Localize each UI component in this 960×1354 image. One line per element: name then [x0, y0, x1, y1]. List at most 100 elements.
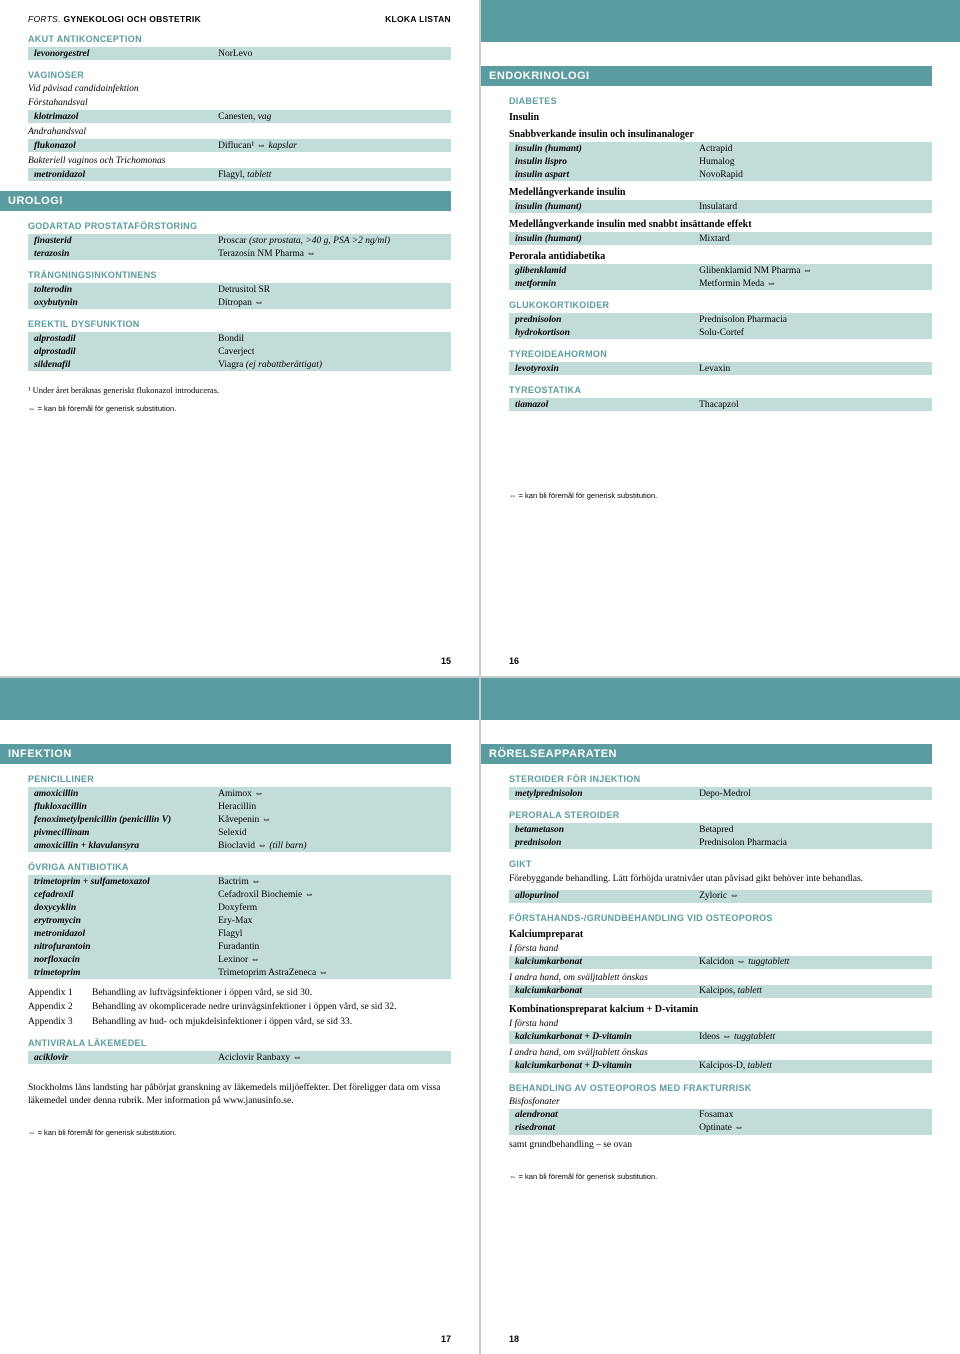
- drug-table: flukonazolDiflucan¹ ⇔ kapslar: [28, 139, 451, 152]
- subsection-title: DIABETES: [509, 96, 932, 106]
- subsubsection: Kalciumpreparat: [509, 929, 932, 940]
- substext: Vid påvisad candidainfektion: [28, 84, 451, 94]
- table-row: betametasonBetapred: [509, 823, 932, 836]
- table-row: trimetoprimTrimetoprim AstraZeneca ⇔: [28, 966, 451, 979]
- table-row: flukloxacillinHeracillin: [28, 800, 451, 813]
- page-18: RÖRELSEAPPARATEN STEROIDER FÖR INJEKTION…: [481, 678, 960, 1354]
- section-bar: ENDOKRINOLOGI: [481, 66, 932, 86]
- appendix-row: Appendix 3Behandling av hud- och mjukdel…: [28, 1016, 451, 1028]
- table-row: alprostadilCaverject: [28, 345, 451, 358]
- drug-table: amoxicillinAmimox ⇔ flukloxacillinHeraci…: [28, 787, 451, 852]
- drug-table: prednisolonPrednisolon Pharmacia hydroko…: [509, 313, 932, 339]
- subsection-title: GIKT: [509, 859, 932, 869]
- page-16: ENDOKRINOLOGI DIABETES Insulin Snabbverk…: [481, 0, 960, 676]
- table-row: kalciumkarbonat + D-vitaminIdeos ⇔ tuggt…: [509, 1031, 932, 1044]
- drug-table: aciklovirAciclovir Ranbaxy ⇔: [28, 1051, 451, 1064]
- substext: I första hand: [509, 1019, 932, 1029]
- subsubsection: Perorala antidiabetika: [509, 251, 932, 262]
- section-bar: UROLOGI: [0, 191, 451, 211]
- substext: Förstahandsval: [28, 98, 451, 108]
- drug-table: levonorgestrelNorLevo: [28, 47, 451, 60]
- table-row: glibenklamidGlibenklamid NM Pharma ⇔: [509, 264, 932, 277]
- table-row: tiamazolThacapzol: [509, 398, 932, 411]
- table-row: hydrokortisonSolu-Cortef: [509, 326, 932, 339]
- subsection-title: ANTIVIRALA LÄKEMEDEL: [28, 1038, 451, 1048]
- table-row: amoxicillin + klavulansyraBioclavid ⇔ (t…: [28, 839, 451, 852]
- table-row: insulin aspartNovoRapid: [509, 168, 932, 181]
- table-row: pivmecillinamSelexid: [28, 826, 451, 839]
- table-row: kalciumkarbonatKalcidon ⇔ tuggtablett: [509, 956, 932, 969]
- body-note: Stockholms läns landsting har påbörjat g…: [28, 1082, 451, 1108]
- table-row: klotrimazolCanesten, vag: [28, 110, 451, 123]
- drug-table: insulin (humant)Mixtard: [509, 232, 932, 245]
- subsection-title: ÖVRIGA ANTIBIOTIKA: [28, 862, 451, 872]
- teal-bar: [0, 678, 479, 720]
- table-row: nitrofurantoinFuradantin: [28, 940, 451, 953]
- footnote: ¹ Under året beräknas generiskt flukonaz…: [28, 385, 451, 396]
- table-row: kalciumkarbonat + D-vitaminKalcipos-D, t…: [509, 1060, 932, 1073]
- generic-note: ⇔ = kan bli föremål för generisk substit…: [509, 491, 932, 500]
- page-number: 15: [441, 656, 451, 666]
- table-row: amoxicillinAmimox ⇔: [28, 787, 451, 800]
- section-bar: RÖRELSEAPPARATEN: [481, 744, 932, 764]
- table-row: metronidazolFlagyl, tablett: [28, 168, 451, 181]
- drug-table: tiamazolThacapzol: [509, 398, 932, 411]
- substext: Andrahandsval: [28, 127, 451, 137]
- table-row: metforminMetformin Meda ⇔: [509, 277, 932, 290]
- subsection-title: FÖRSTAHANDS-/GRUNDBEHANDLING VID OSTEOPO…: [509, 913, 932, 923]
- subsubsection: Insulin: [509, 112, 932, 123]
- appendix-row: Appendix 1Behandling av luftvägsinfektio…: [28, 987, 451, 999]
- table-row: alendronatFosamax: [509, 1109, 932, 1122]
- teal-bar: [481, 678, 960, 720]
- header-right: KLOKA LISTAN: [385, 14, 451, 24]
- table-row: cefadroxilCefadroxil Biochemie ⇔: [28, 888, 451, 901]
- table-row: norfloxacinLexinor ⇔: [28, 953, 451, 966]
- subsubsection: Kombinationspreparat kalcium + D-vitamin: [509, 1004, 932, 1015]
- table-row: levonorgestrelNorLevo: [28, 47, 451, 60]
- table-row: metylprednisolonDepo-Medrol: [509, 787, 932, 800]
- generic-note: ⇔ = kan bli föremål för generisk substit…: [28, 1128, 451, 1137]
- page-number: 17: [441, 1334, 451, 1344]
- drug-table: alprostadilBondil alprostadilCaverject s…: [28, 332, 451, 371]
- drug-table: allopurinolZyloric ⇔: [509, 890, 932, 903]
- drug-table: betametasonBetapred prednisolonPrednisol…: [509, 823, 932, 849]
- page-number: 16: [509, 656, 519, 666]
- subsection-title: PERORALA STEROIDER: [509, 810, 932, 820]
- substext: I första hand: [509, 944, 932, 954]
- page-15: forts. GYNEKOLOGI OCH OBSTETRIK KLOKA LI…: [0, 0, 479, 676]
- table-row: insulin (humant)Mixtard: [509, 232, 932, 245]
- teal-bar: [481, 0, 960, 42]
- body-text: samt grundbehandling – se ovan: [509, 1139, 932, 1152]
- generic-note: ⇔ = kan bli föremål för generisk substit…: [28, 404, 451, 413]
- table-row: metronidazolFlagyl: [28, 927, 451, 940]
- generic-note: ⇔ = kan bli föremål för generisk substit…: [509, 1172, 932, 1181]
- subsection-title: TYREOIDEAHORMON: [509, 349, 932, 359]
- drug-table: kalciumkarbonat + D-vitaminKalcipos-D, t…: [509, 1060, 932, 1073]
- subsection-title: PENICILLINER: [28, 774, 451, 784]
- table-row: insulin (humant)Actrapid: [509, 142, 932, 155]
- subsubsection: Medellångverkande insulin med snabbt ins…: [509, 219, 932, 230]
- drug-table: trimetoprim + sulfametoxazolBactrim ⇔ ce…: [28, 875, 451, 979]
- section-bar: INFEKTION: [0, 744, 451, 764]
- table-row: finasteridProscar (stor prostata, >40 g,…: [28, 234, 451, 247]
- subsection-title: GLUKOKORTIKOIDER: [509, 300, 932, 310]
- subsection-title: TYREOSTATIKA: [509, 385, 932, 395]
- table-row: insulin (humant)Insulatard: [509, 200, 932, 213]
- page-grid: forts. GYNEKOLOGI OCH OBSTETRIK KLOKA LI…: [0, 0, 960, 1354]
- subsection-title: STEROIDER FÖR INJEKTION: [509, 774, 932, 784]
- subsection-title: VAGINOSER: [28, 70, 451, 80]
- drug-table: tolterodinDetrusitol SR oxybutyninDitrop…: [28, 283, 451, 309]
- drug-table: finasteridProscar (stor prostata, >40 g,…: [28, 234, 451, 260]
- drug-table: levotyroxinLevaxin: [509, 362, 932, 375]
- subsubsection: Snabbverkande insulin och insulinanaloge…: [509, 129, 932, 140]
- table-row: prednisolonPrednisolon Pharmacia: [509, 313, 932, 326]
- page-17: INFEKTION PENICILLINER amoxicillinAmimox…: [0, 678, 479, 1354]
- table-row: erytromycinEry-Max: [28, 914, 451, 927]
- subsection-title: TRÄNGNINGSINKONTINENS: [28, 270, 451, 280]
- drug-table: kalciumkarbonatKalcipos, tablett: [509, 985, 932, 998]
- table-row: flukonazolDiflucan¹ ⇔ kapslar: [28, 139, 451, 152]
- table-row: tolterodinDetrusitol SR: [28, 283, 451, 296]
- table-row: doxycyklinDoxyferm: [28, 901, 451, 914]
- table-row: prednisolonPrednisolon Pharmacia: [509, 836, 932, 849]
- table-row: oxybutyninDitropan ⇔: [28, 296, 451, 309]
